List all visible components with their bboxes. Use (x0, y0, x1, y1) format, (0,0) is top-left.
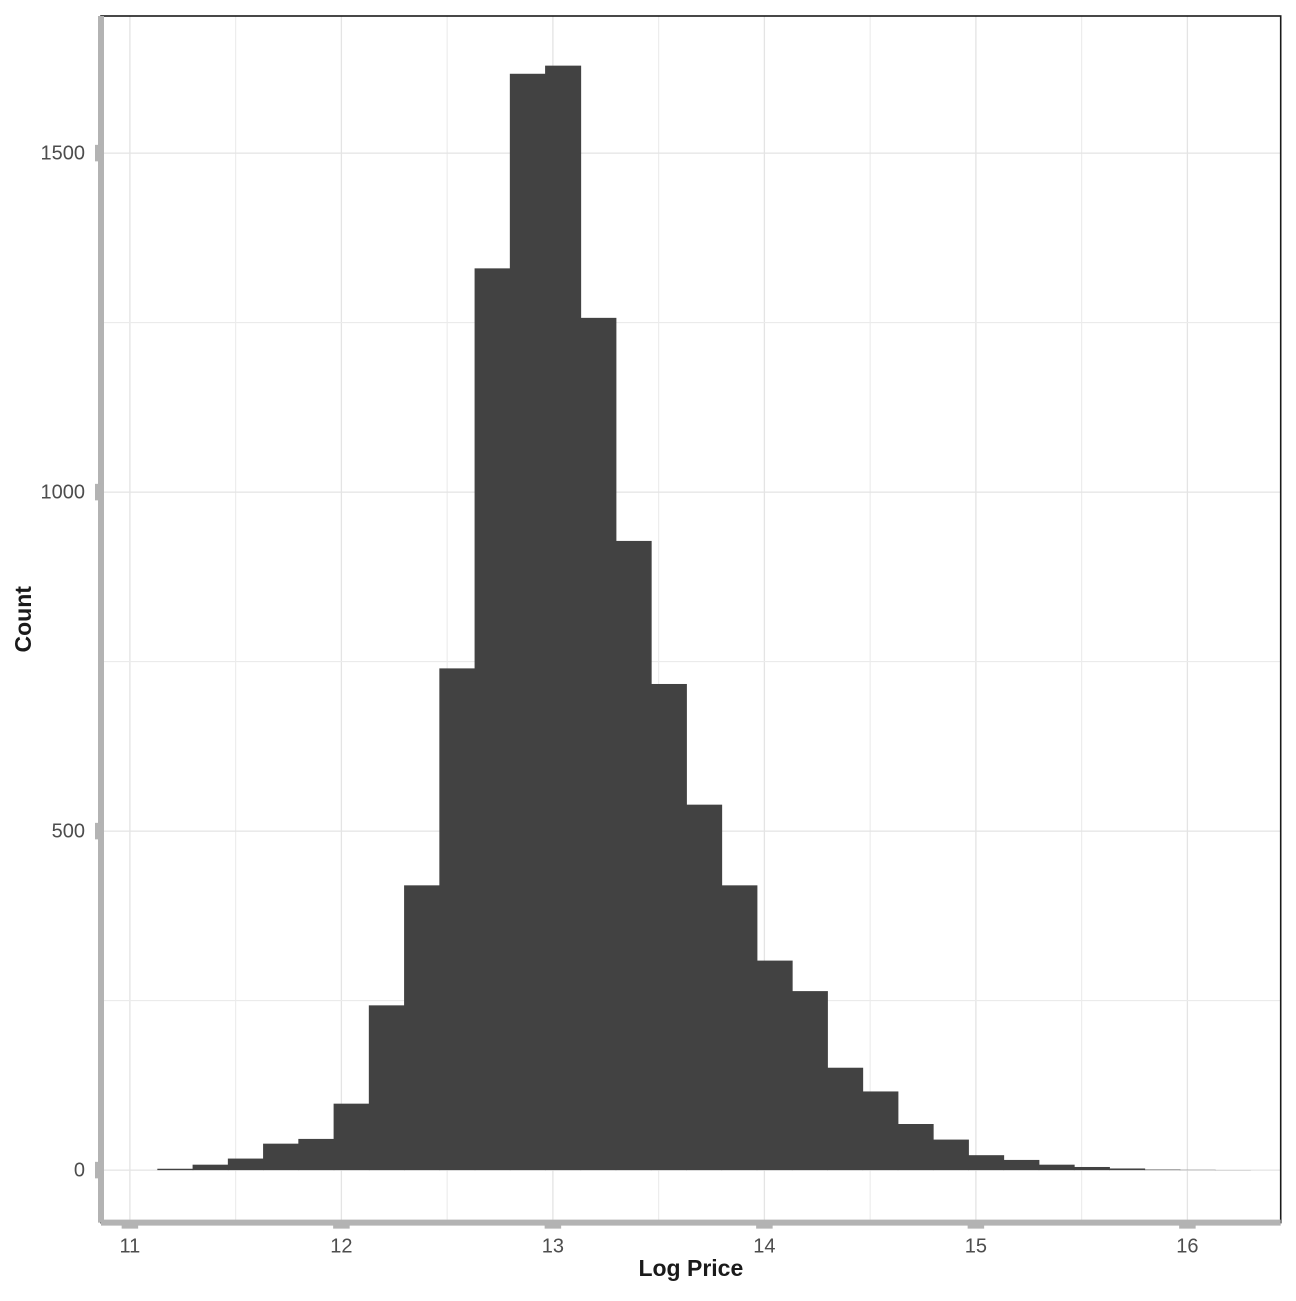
svg-text:1000: 1000 (41, 482, 86, 504)
svg-text:16: 16 (1176, 1236, 1198, 1258)
svg-text:13: 13 (542, 1236, 564, 1258)
svg-text:0: 0 (74, 1160, 85, 1182)
svg-text:1500: 1500 (41, 143, 86, 165)
svg-text:Log Price: Log Price (638, 1255, 743, 1281)
svg-text:15: 15 (965, 1236, 987, 1258)
svg-text:500: 500 (52, 821, 85, 843)
svg-text:12: 12 (330, 1236, 352, 1258)
svg-text:11: 11 (120, 1236, 141, 1258)
svg-text:14: 14 (753, 1236, 775, 1258)
svg-text:Count: Count (10, 586, 36, 653)
